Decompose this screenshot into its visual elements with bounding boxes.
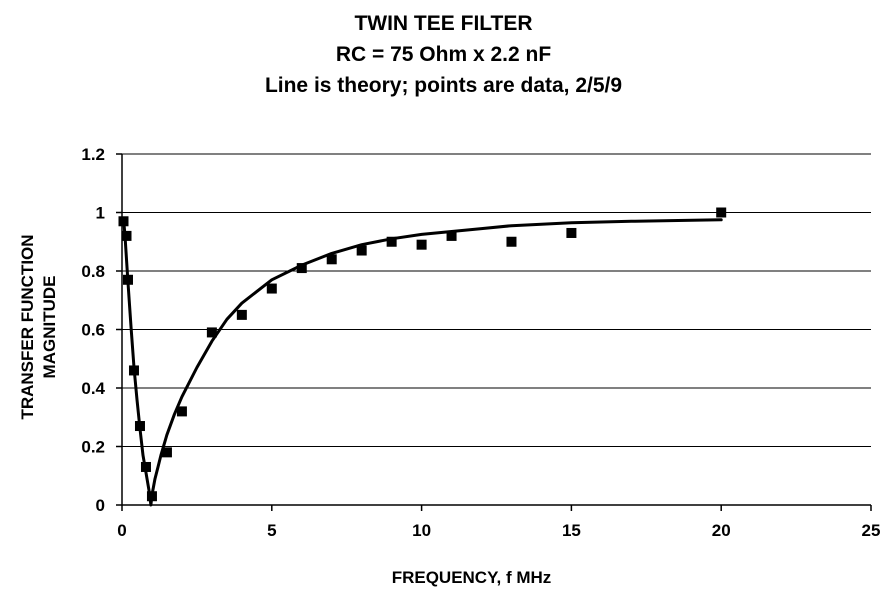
grid-lines bbox=[122, 153, 871, 447]
y-tick-label: 1.2 bbox=[81, 145, 105, 164]
data-point bbox=[121, 230, 132, 241]
data-point bbox=[296, 263, 307, 274]
data-point bbox=[446, 230, 457, 241]
y-tick-label: 0.6 bbox=[81, 321, 105, 340]
x-tick-label: 20 bbox=[712, 521, 731, 540]
data-point bbox=[128, 365, 139, 376]
x-tick-label: 25 bbox=[862, 521, 881, 540]
y-tick-label: 0.4 bbox=[81, 379, 105, 398]
data-point bbox=[206, 327, 217, 338]
data-point bbox=[566, 227, 577, 238]
data-point bbox=[161, 447, 172, 458]
data-point bbox=[140, 461, 151, 472]
y-axis-title-line-1: TRANSFER FUNCTION bbox=[18, 234, 37, 419]
tick-labels: 0 0.2 0.4 0.6 0.8 1 1.2 0 5 10 15 20 25 bbox=[81, 145, 880, 540]
chart-title-line-3: Line is theory; points are data, 2/5/9 bbox=[264, 74, 623, 97]
y-axis-title: TRANSFER FUNCTION MAGNITUDE bbox=[18, 234, 59, 419]
data-point bbox=[118, 216, 129, 227]
data-point bbox=[356, 245, 367, 256]
data-point bbox=[326, 254, 337, 265]
y-tick-label: 0.8 bbox=[81, 262, 105, 281]
chart-title-line-2: RC = 75 Ohm x 2.2 nF bbox=[335, 43, 552, 66]
x-tick-label: 0 bbox=[117, 521, 126, 540]
data-point bbox=[416, 239, 427, 250]
chart-title-line-1: TWIN TEE FILTER bbox=[354, 12, 533, 35]
series bbox=[118, 207, 727, 507]
data-point bbox=[506, 236, 517, 247]
data-point bbox=[266, 283, 277, 294]
chart-title: TWIN TEE FILTER RC = 75 Ohm x 2.2 nF Lin… bbox=[0, 8, 887, 101]
data-point bbox=[146, 491, 157, 502]
x-tick-label: 10 bbox=[412, 521, 431, 540]
data-point bbox=[386, 236, 397, 247]
theory-line bbox=[122, 216, 723, 507]
data-point bbox=[122, 274, 133, 285]
tick-marks bbox=[116, 153, 872, 511]
data-point bbox=[134, 421, 145, 432]
y-axis-title-line-2: MAGNITUDE bbox=[40, 276, 59, 379]
data-point bbox=[716, 207, 727, 218]
data-point bbox=[176, 406, 187, 417]
x-tick-label: 15 bbox=[562, 521, 581, 540]
y-tick-label: 1 bbox=[96, 204, 105, 223]
x-axis-title: FREQUENCY, f MHz bbox=[392, 568, 552, 587]
x-tick-label: 5 bbox=[267, 521, 276, 540]
y-tick-label: 0.2 bbox=[81, 438, 105, 457]
data-point bbox=[236, 309, 247, 320]
y-tick-label: 0 bbox=[96, 496, 105, 515]
